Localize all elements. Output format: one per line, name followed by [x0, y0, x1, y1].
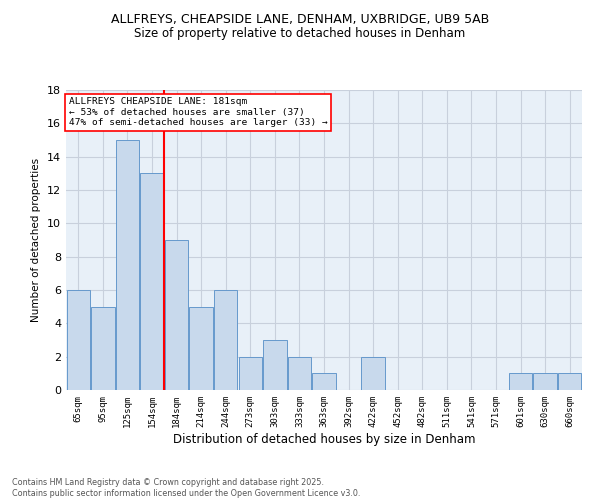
Bar: [91, 306, 115, 390]
Bar: [509, 374, 532, 390]
Bar: [239, 356, 262, 390]
Bar: [116, 140, 139, 390]
Text: Size of property relative to detached houses in Denham: Size of property relative to detached ho…: [134, 28, 466, 40]
Bar: [361, 356, 385, 390]
Bar: [190, 306, 213, 390]
Bar: [288, 356, 311, 390]
X-axis label: Distribution of detached houses by size in Denham: Distribution of detached houses by size …: [173, 432, 475, 446]
Bar: [140, 174, 164, 390]
Bar: [313, 374, 335, 390]
Text: Contains HM Land Registry data © Crown copyright and database right 2025.
Contai: Contains HM Land Registry data © Crown c…: [12, 478, 361, 498]
Bar: [533, 374, 557, 390]
Y-axis label: Number of detached properties: Number of detached properties: [31, 158, 41, 322]
Text: ALLFREYS CHEAPSIDE LANE: 181sqm
← 53% of detached houses are smaller (37)
47% of: ALLFREYS CHEAPSIDE LANE: 181sqm ← 53% of…: [68, 98, 328, 128]
Bar: [263, 340, 287, 390]
Bar: [165, 240, 188, 390]
Bar: [214, 290, 238, 390]
Text: ALLFREYS, CHEAPSIDE LANE, DENHAM, UXBRIDGE, UB9 5AB: ALLFREYS, CHEAPSIDE LANE, DENHAM, UXBRID…: [111, 12, 489, 26]
Bar: [558, 374, 581, 390]
Bar: [67, 290, 90, 390]
